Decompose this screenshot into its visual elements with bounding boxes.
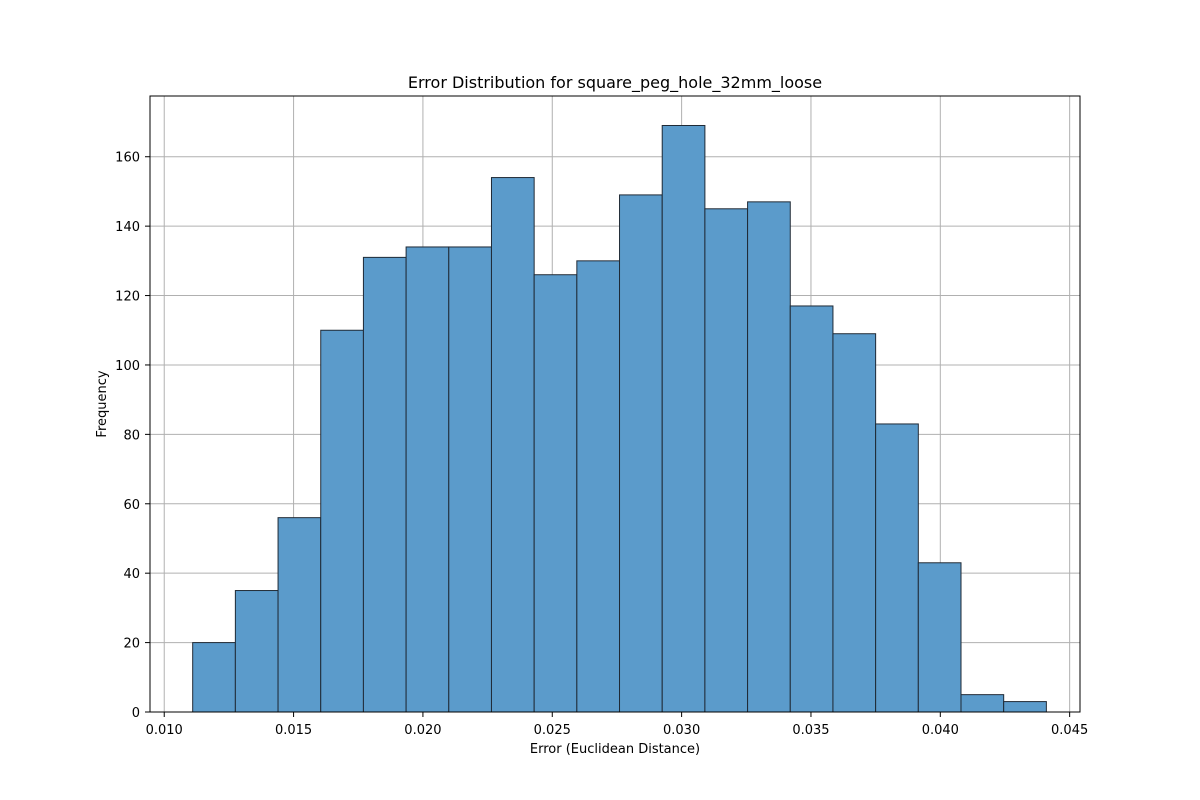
x-tick-label: 0.020	[404, 723, 441, 738]
y-tick-label: 140	[115, 220, 140, 235]
histogram-bar	[619, 194, 663, 713]
histogram-bar	[960, 694, 1005, 713]
plot-frame	[149, 95, 1081, 713]
histogram-bar	[789, 305, 834, 713]
histogram-bar	[405, 246, 450, 713]
x-tick-label: 0.030	[663, 723, 700, 738]
x-axis-label: Error (Euclidean Distance)	[530, 742, 700, 757]
x-tick-label: 0.025	[534, 723, 571, 738]
y-tick-label: 120	[115, 290, 140, 305]
histogram-bar	[661, 124, 706, 713]
y-tick-label: 20	[123, 637, 140, 652]
histogram-bar	[832, 333, 877, 713]
histogram-bar	[917, 562, 962, 713]
x-tick-label: 0.045	[1051, 723, 1088, 738]
histogram-bar	[1003, 701, 1047, 713]
histogram-bar	[192, 642, 236, 713]
y-tick-label: 0	[132, 706, 140, 721]
x-tick-label: 0.040	[922, 723, 959, 738]
bars-layer	[192, 124, 1047, 713]
x-tick-label: 0.015	[275, 723, 312, 738]
y-tick-label: 160	[115, 151, 140, 166]
x-tick-label: 0.035	[792, 723, 829, 738]
histogram-bar	[362, 256, 407, 713]
y-tick-label: 40	[123, 567, 140, 582]
chart-title: Error Distribution for square_peg_hole_3…	[408, 73, 822, 93]
histogram-bar	[533, 274, 578, 713]
y-axis-label: Frequency	[95, 370, 110, 437]
histogram-bar	[448, 246, 492, 713]
histogram-bar	[320, 329, 364, 713]
y-tick-label: 100	[115, 359, 140, 374]
y-tick-label: 80	[123, 428, 140, 443]
histogram-bar	[576, 260, 621, 713]
histogram-bar	[234, 590, 279, 713]
y-tick-label: 60	[123, 498, 140, 513]
histogram-bar	[747, 201, 791, 713]
ticks-layer: 0.010 0.015 0.020 0.025 0.030 0.035 0.040 0.045…	[115, 151, 1088, 738]
histogram-bar	[490, 177, 535, 713]
histogram-bar	[875, 423, 919, 713]
x-tick-label: 0.010	[146, 723, 183, 738]
histogram-bar	[704, 208, 749, 713]
histogram-bar	[277, 517, 322, 713]
axes-layer	[149, 95, 1081, 713]
